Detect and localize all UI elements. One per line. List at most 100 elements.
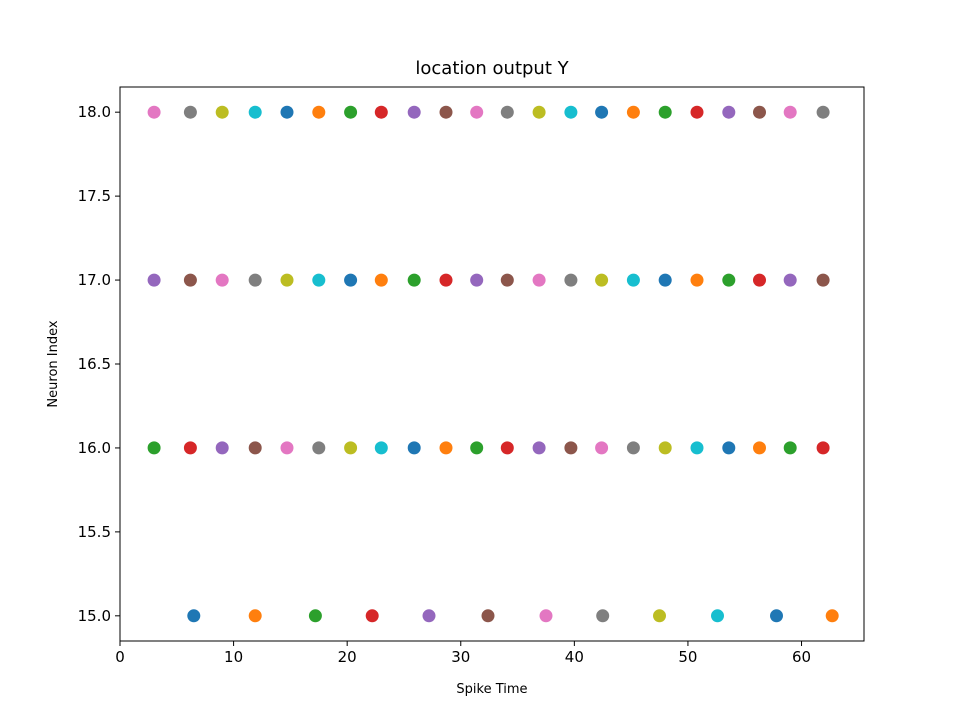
data-point [312,105,326,119]
data-point [280,105,294,119]
y-axis: 15.0 15.5 16.0 16.5 17.0 17.5 18.0 [78,103,120,625]
data-point [658,273,672,287]
data-point [626,273,640,287]
data-point [564,273,578,287]
x-axis: 0 10 20 30 40 50 60 [115,641,811,666]
data-point [816,273,830,287]
x-tick-label: 60 [792,648,811,666]
data-point [532,105,546,119]
data-point [215,273,229,287]
data-point [690,441,704,455]
data-point [312,273,326,287]
data-point [690,273,704,287]
data-point [439,105,453,119]
data-point [365,609,379,623]
data-point [407,105,421,119]
data-point [564,441,578,455]
data-point [248,105,262,119]
y-tick-label: 15.5 [78,523,111,541]
data-point [816,441,830,455]
x-axis-label: Spike Time [456,682,527,697]
data-point [722,105,736,119]
data-point [539,609,553,623]
data-point [470,273,484,287]
data-point [407,273,421,287]
data-point [439,273,453,287]
data-point [711,609,724,623]
data-point [595,273,609,287]
data-point [147,273,161,287]
data-point [280,441,294,455]
y-tick-label: 18.0 [78,103,111,121]
data-point [690,105,704,119]
data-point [596,609,610,623]
data-point [783,105,797,119]
x-tick-label: 10 [224,648,243,666]
data-point [187,609,201,623]
data-point [280,273,294,287]
data-point [626,105,640,119]
data-point [183,273,197,287]
data-point [183,441,197,455]
data-point [722,441,736,455]
data-point [470,441,484,455]
data-point [374,441,388,455]
data-point [344,441,358,455]
data-point [532,273,546,287]
data-point [481,609,495,623]
data-point [783,441,797,455]
y-tick-label: 17.5 [78,187,111,205]
data-point [653,609,666,623]
data-point [753,273,766,287]
plot-frame [119,86,865,642]
data-points [147,105,839,623]
data-point [248,609,262,623]
data-point [374,105,388,119]
x-tick-label: 0 [115,648,125,666]
data-point [215,441,229,455]
data-point [722,273,736,287]
data-point [374,273,388,287]
data-point [532,441,546,455]
data-point [753,441,766,455]
y-tick-label: 15.0 [78,607,111,625]
data-point [658,105,672,119]
data-point [470,105,484,119]
data-point [248,273,262,287]
chart-title: location output Y [415,58,569,79]
data-point [147,441,161,455]
data-point [753,105,766,119]
x-tick-label: 30 [451,648,470,666]
y-tick-label: 17.0 [78,271,111,289]
data-point [770,609,783,623]
data-point [658,441,672,455]
data-point [626,441,640,455]
data-point [308,609,322,623]
data-point [248,441,262,455]
data-point [500,273,514,287]
y-tick-label: 16.0 [78,439,111,457]
y-axis-label: Neuron Index [46,320,61,407]
data-point [407,441,421,455]
data-point [825,609,839,623]
y-tick-label: 16.5 [78,355,111,373]
data-point [500,441,514,455]
data-point [500,105,514,119]
data-point [816,105,830,119]
data-point [595,441,609,455]
data-point [564,105,578,119]
data-point [439,441,453,455]
x-tick-label: 20 [338,648,357,666]
data-point [783,273,797,287]
x-tick-label: 40 [565,648,584,666]
data-point [183,105,197,119]
data-point [344,105,358,119]
x-tick-label: 50 [678,648,697,666]
data-point [595,105,609,119]
data-point [344,273,358,287]
data-point [215,105,229,119]
data-point [147,105,161,119]
data-point [312,441,326,455]
